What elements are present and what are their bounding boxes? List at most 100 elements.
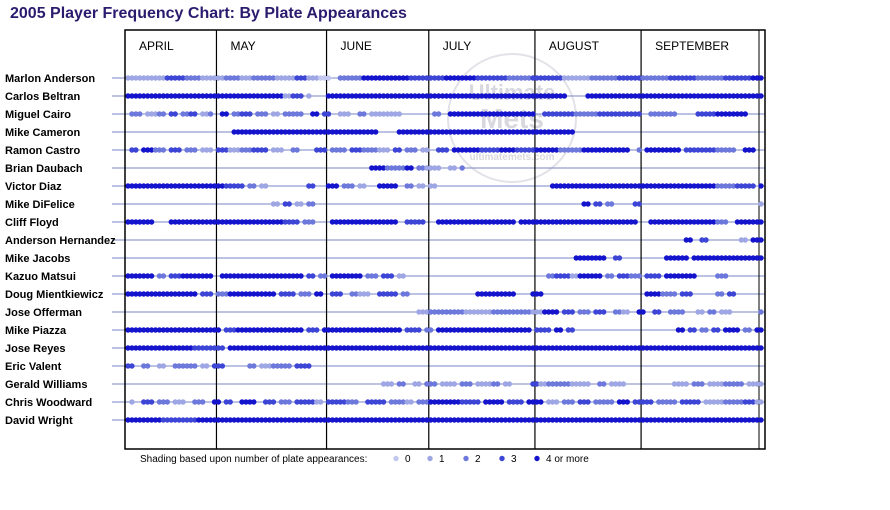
game-dot bbox=[215, 399, 222, 405]
game-dot bbox=[235, 327, 241, 333]
game-dot bbox=[601, 381, 607, 387]
game-dot bbox=[294, 129, 300, 135]
game-dot bbox=[337, 93, 344, 99]
game-dot bbox=[467, 219, 473, 225]
game-dot bbox=[431, 93, 438, 99]
game-dot bbox=[487, 111, 493, 117]
game-dot bbox=[443, 93, 450, 99]
game-dot bbox=[243, 273, 249, 279]
game-dot bbox=[514, 327, 520, 333]
game-dot bbox=[487, 417, 493, 423]
game-dot bbox=[361, 93, 367, 99]
game-dot bbox=[141, 363, 147, 369]
game-dot bbox=[518, 93, 524, 99]
game-dot bbox=[258, 327, 265, 333]
game-dot bbox=[439, 129, 446, 135]
game-dot bbox=[510, 111, 516, 117]
game-dot bbox=[435, 75, 442, 81]
game-dot bbox=[266, 417, 273, 423]
game-dot bbox=[341, 93, 347, 99]
game-dot bbox=[239, 273, 245, 279]
game-dot bbox=[663, 111, 670, 117]
game-dot bbox=[172, 93, 178, 99]
game-dot bbox=[357, 219, 363, 225]
game-dot bbox=[746, 183, 752, 189]
game-dot bbox=[361, 291, 367, 297]
game-dot bbox=[184, 93, 190, 99]
game-dot bbox=[439, 399, 446, 405]
game-dot bbox=[227, 327, 233, 333]
game-dot bbox=[388, 417, 395, 423]
game-dot bbox=[345, 111, 351, 117]
game-dot bbox=[726, 255, 733, 261]
game-dot bbox=[428, 93, 434, 99]
game-dot bbox=[589, 147, 595, 153]
game-dot bbox=[380, 327, 387, 333]
game-dot bbox=[569, 309, 575, 315]
game-dot bbox=[353, 219, 359, 225]
game-dot bbox=[144, 399, 151, 405]
game-dot bbox=[247, 111, 253, 117]
game-dot bbox=[663, 219, 670, 225]
game-dot bbox=[585, 345, 591, 351]
game-dot bbox=[734, 381, 741, 387]
game-dot bbox=[730, 75, 737, 81]
game-dot bbox=[325, 327, 332, 333]
game-dot bbox=[215, 219, 222, 225]
game-dot bbox=[703, 75, 709, 81]
game-dot bbox=[490, 129, 497, 135]
game-dot bbox=[129, 417, 135, 423]
game-dot bbox=[612, 381, 619, 387]
game-dot bbox=[156, 75, 163, 81]
game-dot bbox=[325, 417, 332, 423]
game-dot bbox=[581, 381, 587, 387]
game-dot bbox=[396, 93, 402, 99]
game-dot bbox=[188, 327, 194, 333]
game-dot bbox=[251, 291, 257, 297]
game-dot bbox=[428, 183, 434, 189]
game-dot bbox=[463, 381, 469, 387]
game-dot bbox=[718, 183, 725, 189]
month-label: JUNE bbox=[341, 39, 372, 53]
game-dot bbox=[392, 417, 399, 423]
game-dot bbox=[703, 237, 709, 243]
game-dot bbox=[168, 417, 174, 423]
game-dot bbox=[196, 93, 202, 99]
game-dot bbox=[616, 399, 623, 405]
game-dot bbox=[428, 129, 434, 135]
game-dot bbox=[557, 345, 564, 351]
game-dot bbox=[479, 381, 485, 387]
game-dot bbox=[538, 93, 544, 99]
game-dot bbox=[711, 111, 717, 117]
game-dot bbox=[711, 75, 717, 81]
game-dot bbox=[180, 219, 186, 225]
game-dot bbox=[526, 417, 532, 423]
game-dot bbox=[687, 93, 693, 99]
game-dot bbox=[553, 309, 560, 315]
game-dot bbox=[695, 399, 701, 405]
game-dot bbox=[722, 219, 729, 225]
game-dot bbox=[302, 291, 308, 297]
game-dot bbox=[569, 273, 575, 279]
game-dot bbox=[164, 345, 171, 351]
game-dot bbox=[439, 345, 446, 351]
game-dot bbox=[718, 345, 725, 351]
game-dot bbox=[494, 399, 501, 405]
game-dot bbox=[302, 363, 308, 369]
game-dot bbox=[251, 327, 257, 333]
game-dot bbox=[569, 75, 575, 81]
game-dot bbox=[490, 327, 497, 333]
game-dot bbox=[435, 417, 442, 423]
player-label: Cliff Floyd bbox=[5, 217, 59, 229]
game-dot bbox=[620, 309, 627, 315]
game-dot bbox=[510, 219, 516, 225]
game-dot bbox=[172, 345, 178, 351]
game-dot bbox=[467, 309, 473, 315]
game-dot bbox=[290, 129, 296, 135]
game-dot bbox=[376, 93, 383, 99]
game-dot bbox=[133, 75, 139, 81]
game-dot bbox=[695, 93, 701, 99]
game-dot bbox=[282, 345, 288, 351]
game-dot bbox=[758, 309, 764, 315]
game-dot bbox=[479, 309, 485, 315]
